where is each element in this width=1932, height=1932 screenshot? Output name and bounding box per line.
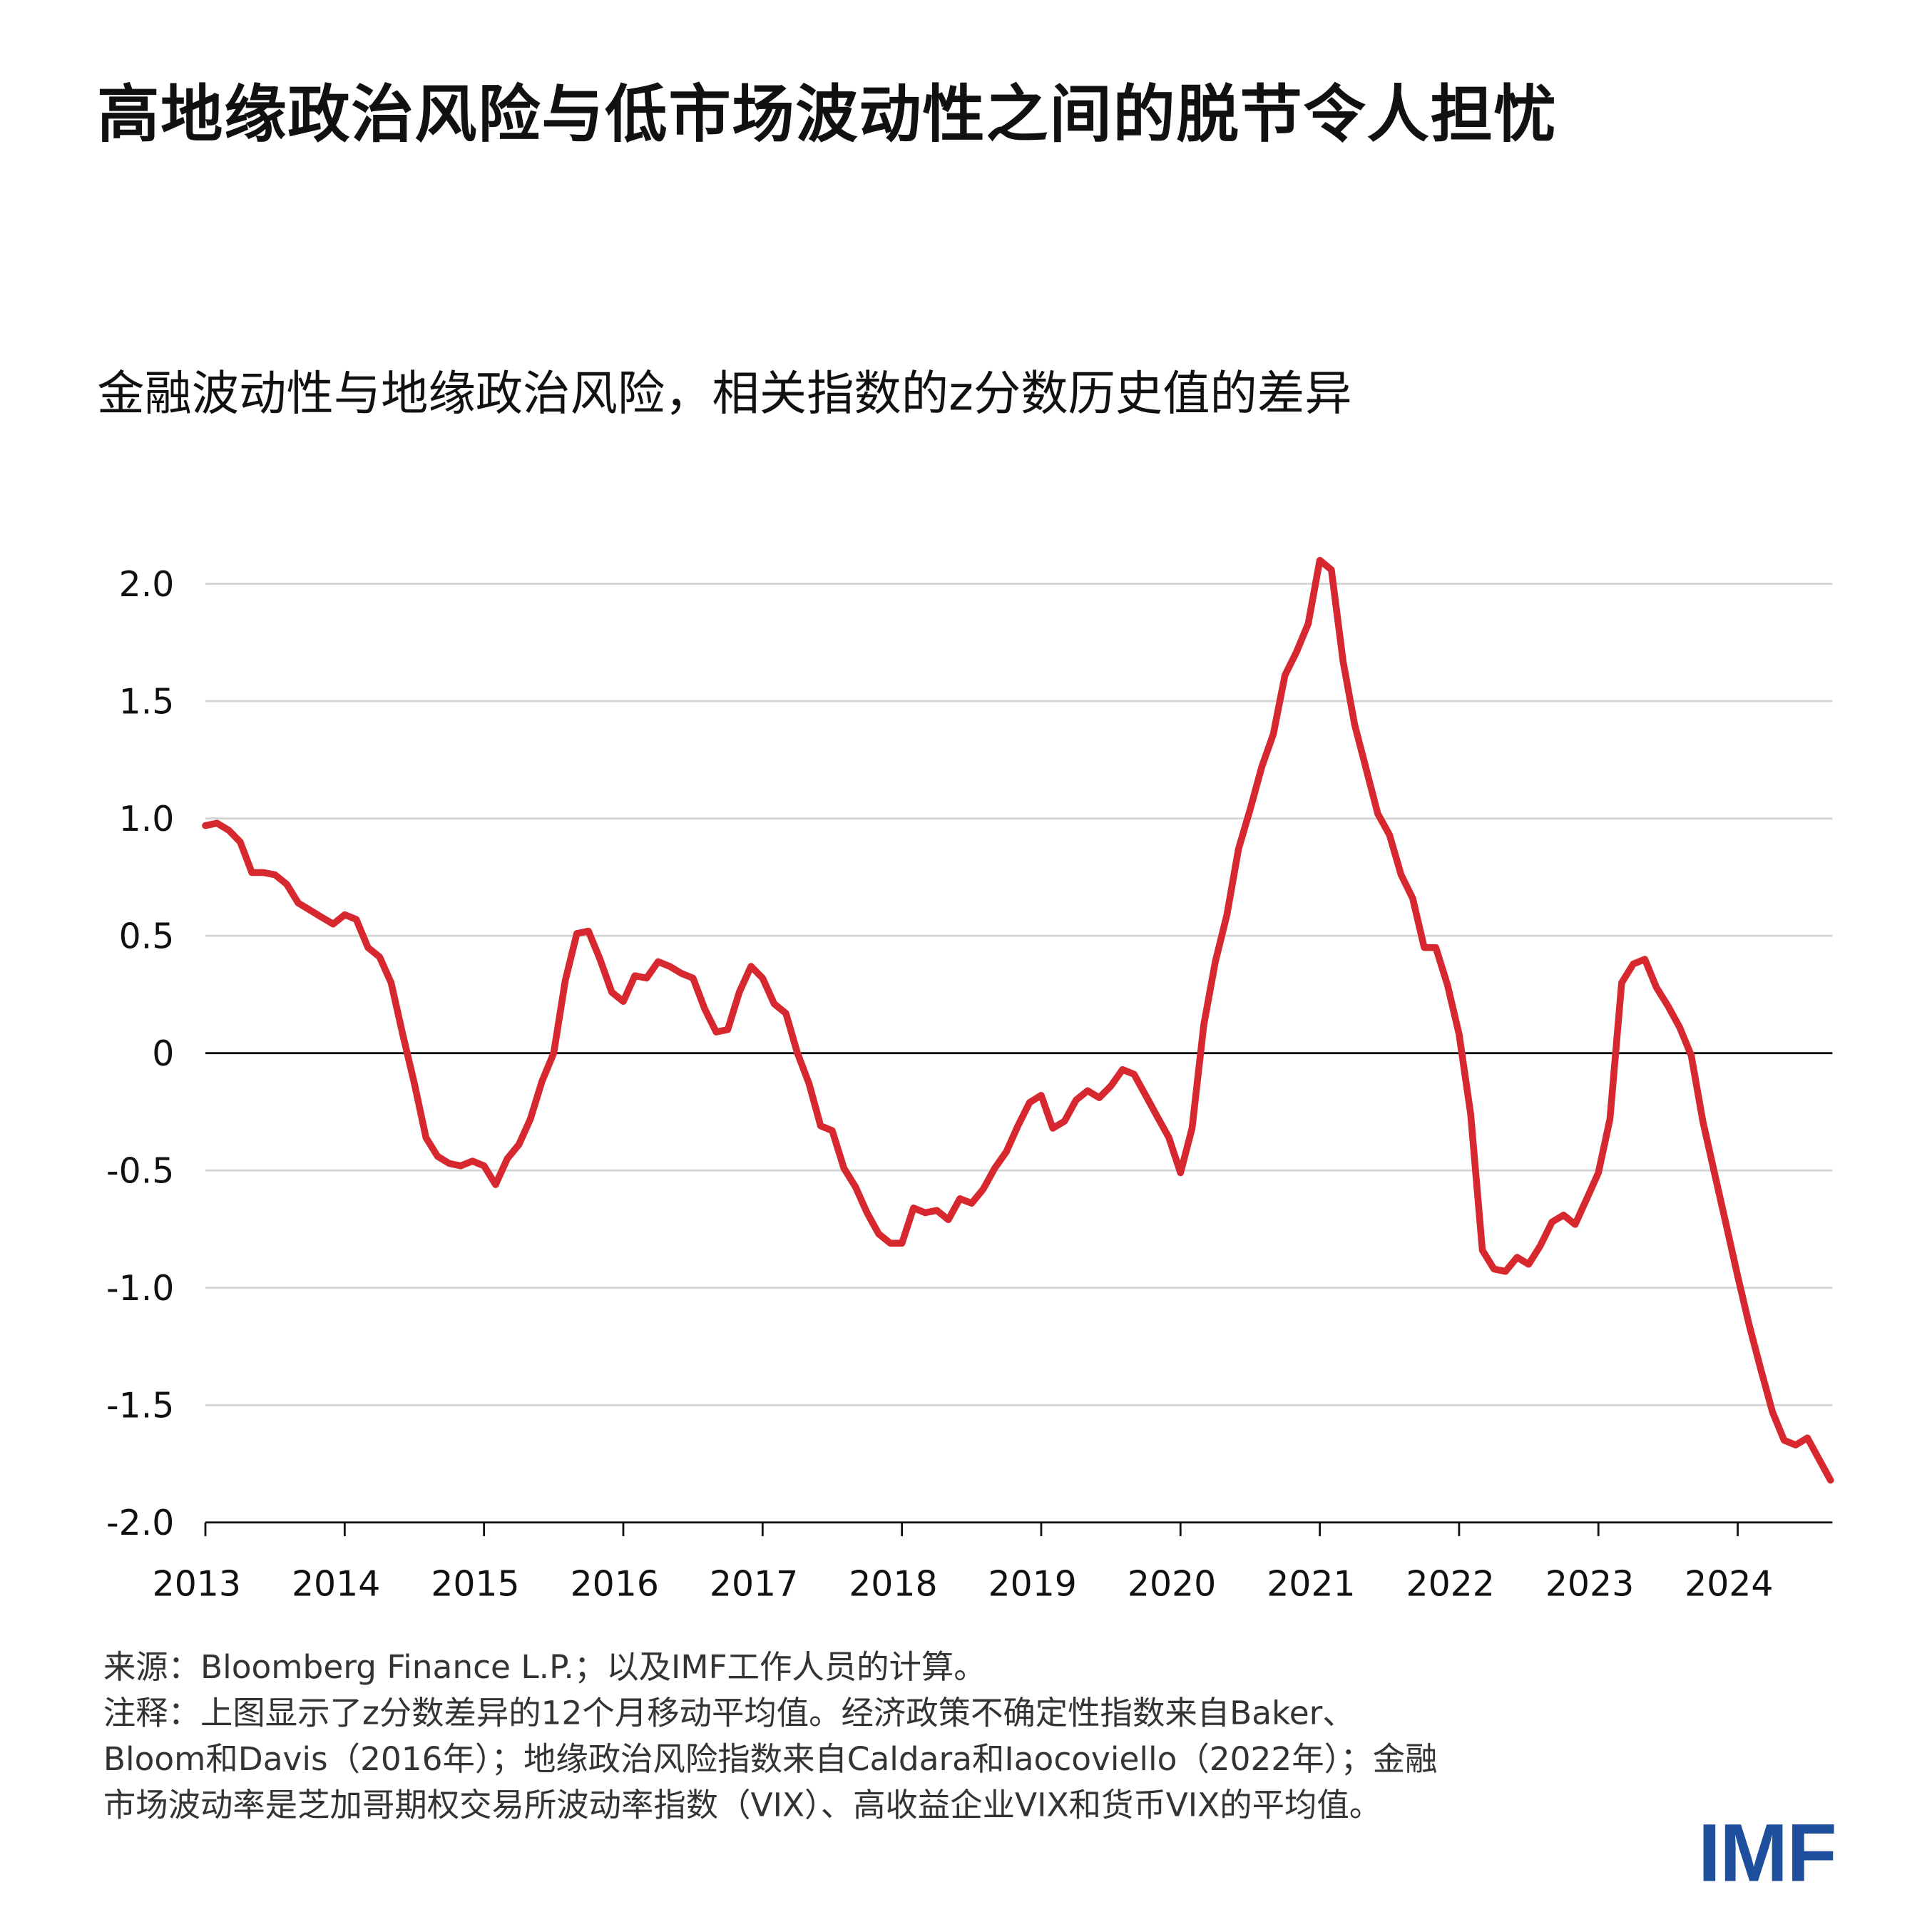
imf-logo: IMF — [1697, 1806, 1837, 1898]
x-tick-label: 2014 — [292, 1564, 380, 1605]
source-note: 来源：Bloomberg Finance L.P.；以及IMF工作人员的计算。 — [103, 1649, 986, 1687]
y-tick-label: -1.0 — [106, 1268, 174, 1309]
note-line: 注释：上图显示了z分数差异的12个月移动平均值。经济政策不确定性指数来自Bake… — [103, 1695, 1355, 1733]
y-tick-label: 0.5 — [119, 916, 175, 957]
y-tick-label: -0.5 — [106, 1151, 174, 1192]
x-tick-label: 2013 — [153, 1564, 241, 1605]
y-tick-label: 1.0 — [119, 799, 175, 839]
x-tick-label: 2024 — [1685, 1564, 1773, 1605]
note-line: Bloom和Davis（2016年）；地缘政治风险指数来自Caldara和Iao… — [103, 1741, 1438, 1779]
note-line: 市场波动率是芝加哥期权交易所波动率指数（VIX）、高收益企业VIX和货币VIX的… — [103, 1787, 1382, 1825]
y-tick-label: -2.0 — [106, 1503, 174, 1543]
chart-title: 高地缘政治风险与低市场波动性之间的脱节令人担忧 — [97, 78, 1558, 151]
x-tick-label: 2020 — [1128, 1564, 1216, 1605]
y-tick-label: 2.0 — [119, 564, 175, 605]
series-line — [202, 556, 1834, 1484]
chart-subtitle: 金融波动性与地缘政治风险，相关指数的z分数历史值的差异 — [97, 366, 1352, 421]
x-tick-label: 2016 — [571, 1564, 659, 1605]
x-tick-label: 2023 — [1545, 1564, 1634, 1605]
x-tick-label: 2019 — [988, 1564, 1077, 1605]
y-tick-label: 1.5 — [119, 682, 175, 722]
y-tick-label: 0 — [152, 1033, 174, 1074]
line-chart: 2.0 1.5 1.0 0.5 0 -0.5 -1.0 -1.5 -2.0 2013 2014 201… — [106, 556, 1834, 1605]
footnotes: 来源：Bloomberg Finance L.P.；以及IMF工作人员的计算。 … — [103, 1646, 1672, 1830]
x-tick-label: 2015 — [431, 1564, 519, 1605]
x-tick-label: 2017 — [710, 1564, 798, 1605]
y-tick-label: -1.5 — [106, 1386, 174, 1426]
x-tick-label: 2021 — [1267, 1564, 1355, 1605]
x-tick-label: 2022 — [1406, 1564, 1495, 1605]
x-tick-label: 2018 — [849, 1564, 937, 1605]
